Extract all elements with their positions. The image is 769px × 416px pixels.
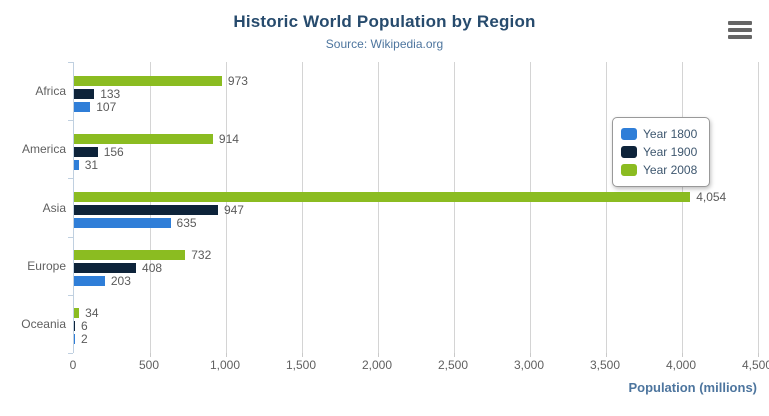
category-axis-tick [68, 178, 73, 180]
bar-europe-year-2008[interactable] [74, 250, 186, 261]
value-axis-tick [606, 353, 607, 357]
legend-label: Year 1900 [643, 145, 698, 159]
data-label: 31 [84, 157, 99, 172]
chart-context-menu-button[interactable] [728, 21, 752, 39]
plot-area: 973 133 107 914 156 31 4,054 947 635 732 408 203 34 6… [68, 62, 759, 357]
legend: Year 1800 Year 1900 Year 2008 [612, 117, 711, 187]
gridline [758, 62, 759, 353]
bar-group-europe: 732 408 203 [74, 237, 758, 295]
category-axis-tick [68, 236, 73, 238]
category-label-asia: Asia [42, 200, 66, 215]
data-label: 947 [223, 202, 244, 217]
category-axis-tick [68, 120, 73, 122]
data-label: 133 [100, 86, 121, 101]
x-tick-label: 0 [69, 358, 77, 372]
data-label: 203 [110, 274, 131, 289]
legend-label: Year 1800 [643, 127, 698, 141]
data-label: 732 [191, 248, 212, 263]
bar-africa-year-1800[interactable] [74, 101, 91, 112]
category-axis-tick [68, 294, 73, 296]
value-axis-tick [378, 353, 379, 357]
value-axis-tick [302, 353, 303, 357]
gridline [682, 62, 683, 353]
bar-europe-year-1900[interactable] [74, 263, 137, 274]
value-axis-tick [530, 353, 531, 357]
x-tick-label: 4,000 [665, 358, 697, 372]
bar-america-year-1800[interactable] [74, 159, 79, 170]
value-axis-tick [758, 353, 759, 357]
category-label-america: America [21, 142, 66, 157]
data-label: 973 [227, 73, 248, 88]
value-axis-tick [226, 353, 227, 357]
chart-title: Historic World Population by Region [233, 12, 536, 31]
bar-oceania-year-1800[interactable] [74, 334, 75, 345]
legend-item-year-1800[interactable]: Year 1800 [621, 125, 697, 143]
data-label: 2 [81, 332, 88, 347]
x-tick-label: 2,000 [361, 358, 393, 372]
x-axis-title: Population (millions) [628, 380, 757, 395]
legend-swatch [621, 128, 637, 140]
value-axis-tick [150, 353, 151, 357]
legend-swatch [621, 146, 637, 158]
x-tick-label: 2,500 [437, 358, 469, 372]
data-label: 107 [96, 99, 117, 114]
bar-oceania-year-2008[interactable] [74, 308, 80, 319]
bar-group-america: 914 156 31 [74, 120, 758, 178]
gridline [606, 62, 607, 353]
bar-group-oceania: 34 6 2 [74, 295, 758, 353]
data-label: 156 [103, 144, 124, 159]
data-label: 6 [81, 319, 88, 334]
category-label-africa: Africa [35, 84, 66, 99]
bar-america-year-2008[interactable] [74, 133, 213, 144]
x-tick-label: 500 [138, 358, 160, 372]
x-tick-label: 1,500 [285, 358, 317, 372]
bar-america-year-1900[interactable] [74, 146, 98, 157]
category-label-oceania: Oceania [21, 316, 66, 331]
x-tick-label: 3,500 [589, 358, 621, 372]
legend-swatch [621, 164, 637, 176]
bar-group-africa: 973 133 107 [74, 62, 758, 120]
x-tick-label: 4,500 [741, 358, 769, 372]
gridline [378, 62, 379, 353]
data-label: 34 [85, 306, 99, 321]
bar-asia-year-1900[interactable] [74, 204, 218, 215]
bar-group-asia: 4,054 947 635 [74, 178, 758, 236]
data-label: 635 [176, 215, 197, 230]
bar-europe-year-1800[interactable] [74, 276, 105, 287]
value-axis-tick [454, 353, 455, 357]
hamburger-menu-icon [728, 21, 752, 39]
bar-africa-year-2008[interactable] [74, 75, 222, 86]
bar-africa-year-1900[interactable] [74, 88, 95, 99]
data-label: 408 [142, 261, 163, 276]
gridline [454, 62, 455, 353]
data-label: 4,054 [696, 189, 727, 204]
category-label-europe: Europe [27, 258, 66, 273]
x-tick-label: 1,000 [209, 358, 241, 372]
category-axis-tick [68, 62, 73, 63]
legend-item-year-2008[interactable]: Year 2008 [621, 161, 697, 179]
bar-asia-year-1800[interactable] [74, 217, 171, 228]
x-tick-label: 3,000 [513, 358, 545, 372]
gridline [226, 62, 227, 353]
data-label: 914 [218, 131, 239, 146]
legend-label: Year 2008 [643, 163, 698, 177]
value-axis-tick [682, 353, 683, 357]
bar-oceania-year-1900[interactable] [74, 321, 75, 332]
bar-asia-year-2008[interactable] [74, 191, 691, 202]
gridline [530, 62, 531, 353]
gridline [302, 62, 303, 353]
chart-subtitle: Source: Wikipedia.org [325, 37, 444, 51]
legend-item-year-1900[interactable]: Year 1900 [621, 143, 697, 161]
category-axis-tick [68, 353, 73, 354]
